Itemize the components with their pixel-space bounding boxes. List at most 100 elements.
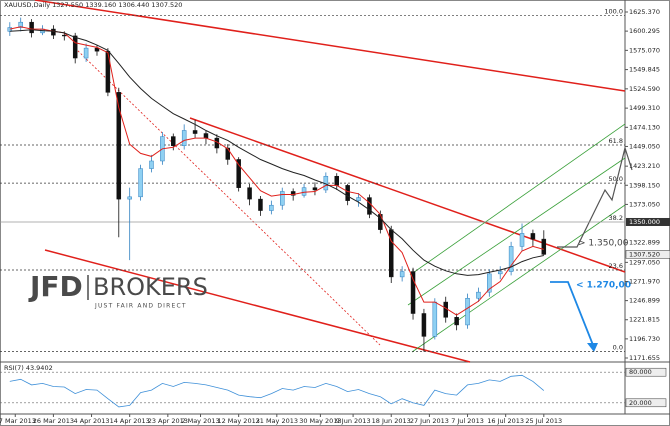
x-tick-label: 21 May 2013 [256,417,298,425]
x-tick-label: 7 Jul 2013 [451,417,484,425]
candle-body [138,168,143,198]
fib-label: 50.0 [609,175,623,183]
logo-tagline: JUST FAIR AND DIRECT [94,303,187,310]
candle-body [443,301,448,318]
trend-line [189,117,626,273]
x-tick-label: 26 Mar 2013 [33,417,74,425]
y-tick-label: 1575.070 [629,46,660,54]
candle-body [171,136,176,146]
y-tick-label: 1449.050 [629,142,660,150]
quote: 1327.550 [52,1,83,9]
candle-body [18,21,23,28]
fib-label: 0.0 [613,344,623,352]
candle-body [508,246,514,272]
arrow-head [587,343,598,352]
moving-average [9,29,544,276]
price-box-label: 1350.000 [629,218,660,226]
y-tick-label: 1600.295 [629,27,660,35]
trend-line-dotted [74,47,381,346]
x-tick-label: 25 Jul 2013 [525,417,562,425]
y-tick-label: 1221.815 [629,316,660,324]
x-tick-label: 16 Jul 2013 [487,417,524,425]
candle-body [487,273,492,293]
candle-body [247,187,252,200]
candle-body [62,34,67,37]
candle-body [454,317,459,326]
y-tick-label: 1625.370 [629,8,660,16]
candle-body [345,185,350,201]
x-tick-label: 2 May 2013 [181,417,219,425]
fib-label: 23.6 [609,262,623,270]
candle-body [192,130,198,134]
y-tick-label: 1474.130 [629,123,660,131]
rsi-level-box [625,367,667,377]
chart-header: XAUUSD,Daily 1327.550 1339.160 1306.440 … [4,1,182,9]
x-tick-label: 23 Apr 2013 [148,417,188,425]
channel-line [409,123,626,276]
y-tick-label: 1423.210 [629,162,660,170]
candle-body [29,21,34,34]
candle-body [269,204,274,211]
logo-left: JFD [28,270,83,303]
y-tick-label: 1549.845 [629,66,660,74]
candle-body [312,187,318,191]
candle-body [149,160,154,169]
rsi-title: RSI(7) 43.9402 [4,364,53,372]
last-price-box [625,250,670,259]
candle-body [421,313,427,337]
candle-body [541,238,547,255]
candle-body [465,297,470,326]
y-tick-label: 1524.590 [629,85,660,93]
candle-body [334,175,339,186]
quote: 1339.160 [85,1,116,9]
candle-body [399,271,405,278]
candle-body [497,271,503,275]
y-tick-label: 1373.050 [629,200,660,208]
candle-body [116,92,122,200]
candle-body [476,291,481,299]
x-tick-label: 27 Jun 2013 [410,417,449,425]
scenario-arrow [550,281,594,346]
y-tick-label: 1271.970 [629,277,660,285]
price-box [626,217,670,226]
logo-right: BROKERS [93,273,208,301]
candle-body [127,196,132,200]
trend-line [44,249,471,363]
candle-body [280,191,285,206]
y-tick-label: 1499.310 [629,104,660,112]
candle-body [225,147,231,160]
candle-body [105,50,111,93]
symbol: XAUUSD,Daily [4,1,50,9]
x-tick-label: 30 May 2013 [299,417,341,425]
candle-body [83,47,89,59]
candle-body [181,130,187,146]
candle-body [258,198,263,211]
scenario-arrow [557,145,633,248]
fib-label: 61.8 [609,137,623,145]
candle-body [356,197,361,201]
candle-body [290,191,296,196]
candle-body [301,187,307,196]
rsi-level-box [625,398,667,408]
y-tick-label: 1398.150 [629,181,660,189]
y-tick-label: 1322.899 [629,239,660,247]
x-tick-label: 17 Mar 2013 [0,417,36,425]
y-tick-label: 1196.730 [629,335,660,343]
x-tick-label: 18 Jun 2013 [372,417,411,425]
channel-line [407,157,626,306]
last-price-label: 1307.520 [629,250,660,258]
x-tick-label: 9 Jun 2013 [336,417,371,425]
annotation: < 1.270,00 [576,281,631,291]
candle-body [530,233,536,240]
annotation: > 1.350,00 [578,239,629,249]
quote: 1307.520 [151,1,182,9]
quote: 1306.440 [118,1,149,9]
candle-body [203,133,209,139]
candle-body [72,35,78,59]
trend-drawings [34,0,633,363]
candle-body [432,301,438,337]
x-tick-label: 4 Apr 2013 [74,417,110,425]
channel-line [411,204,626,353]
candle-body [410,271,416,314]
rsi-level-label: 80.000 [629,368,652,376]
